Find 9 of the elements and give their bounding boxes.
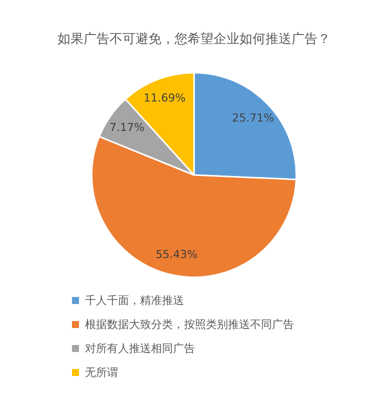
data-label: 55.43%: [156, 248, 198, 261]
data-label: 7.17%: [110, 120, 144, 134]
legend-label: 根据数据大致分类，按照类别推送不同广告: [85, 316, 294, 332]
legend-label: 对所有人推送相同广告: [85, 340, 195, 356]
legend-label: 无所谓: [85, 364, 118, 380]
chart-title: 如果广告不可避免，您希望企业如何推送广告？: [56, 31, 332, 48]
data-label: 25.71%: [232, 111, 274, 124]
legend-label: 千人千面，精准推送: [85, 292, 184, 308]
data-label: 11.69%: [144, 92, 186, 105]
